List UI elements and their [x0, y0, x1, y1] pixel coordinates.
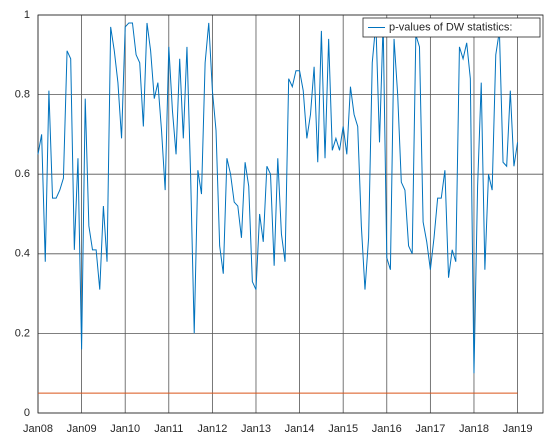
x-tick-label: Jan17: [415, 423, 445, 435]
y-tick-label: 0.4: [15, 248, 30, 260]
y-tick-label: 0: [24, 407, 30, 419]
x-tick-label: Jan15: [328, 423, 358, 435]
x-tick-label: Jan18: [459, 423, 489, 435]
x-tick-label: Jan10: [110, 423, 140, 435]
axes-box: [37, 14, 544, 414]
legend-label: p-values of DW statistics:: [389, 21, 512, 33]
x-tick-label: Jan19: [503, 423, 533, 435]
y-tick-label: 0.6: [15, 168, 30, 180]
x-tick-label: Jan08: [23, 423, 53, 435]
x-tick-label: Jan11: [154, 423, 183, 435]
legend-box: [362, 17, 541, 38]
y-tick-label: 0.2: [15, 327, 30, 339]
y-tick-label: 0.8: [15, 89, 30, 101]
plot-area: [38, 15, 543, 413]
data-line: [37, 22, 519, 374]
x-tick-label: Jan12: [197, 423, 227, 435]
x-tick-label: Jan09: [67, 423, 97, 435]
x-tick-label: Jan14: [285, 423, 315, 435]
x-tick-label: Jan16: [372, 423, 402, 435]
x-tick-label: Jan13: [241, 423, 271, 435]
y-tick-label: 1: [24, 9, 30, 21]
